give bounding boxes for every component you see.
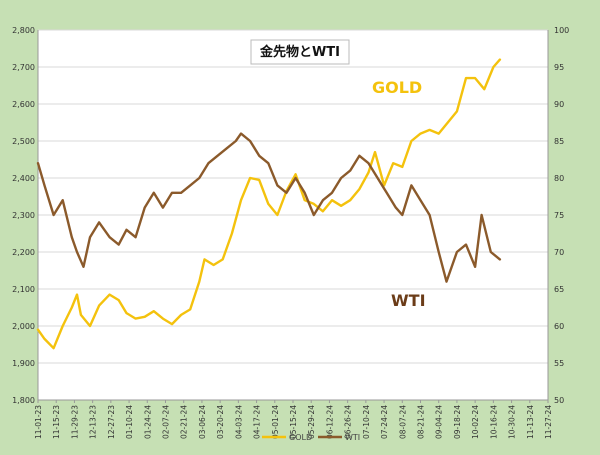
wti-series-line: [36, 132, 502, 283]
axes: 1,800 1,900 2,000 2,100 2,200 2,300 2,400 2,500…: [12, 26, 569, 439]
x-tick-label: 11-29-23: [70, 405, 79, 439]
gold-legend-label: GOLD: [289, 433, 312, 442]
gold-series-line: [36, 58, 502, 350]
x-tick-label: 02-07-24: [162, 405, 171, 439]
x-tick-label: 01-24-24: [143, 405, 152, 439]
x-tick-label: 06-26-24: [344, 405, 353, 439]
x-tick-label: 06-12-24: [325, 405, 334, 439]
y-right-tick-label: 95: [554, 63, 564, 72]
x-tick-label: 10-30-24: [508, 405, 517, 439]
chart-title: 金先物とWTI: [259, 44, 340, 60]
chart-text: 金先物とWTI GOLD WTI GOLD WTI: [250, 39, 426, 442]
x-tick-label: 05-15-24: [289, 405, 298, 439]
y-left-tick-label: 2,000: [12, 322, 35, 331]
x-tick-label: 11-13-24: [526, 405, 535, 439]
x-tick-label: 01-10-24: [125, 405, 134, 439]
gold-annotation: GOLD: [372, 78, 422, 97]
x-tick-label: 08-21-24: [417, 405, 426, 439]
x-tick-label: 09-18-24: [453, 405, 462, 439]
x-tick-label: 08-07-24: [398, 405, 407, 439]
y-left-tick-label: 2,200: [12, 248, 35, 257]
x-tick-label: 11-27-24: [544, 405, 553, 439]
chart-title-box: [250, 39, 350, 65]
y-left-tick-label: 2,400: [12, 174, 35, 183]
y-right-tick-label: 60: [554, 322, 564, 331]
x-tick-label: 07-10-24: [362, 405, 371, 439]
wti-legend-label: WTI: [345, 433, 360, 442]
y-right-tick-label: 90: [554, 100, 564, 109]
y-left-tick-label: 2,300: [12, 211, 35, 220]
x-tick-label: 11-01-23: [34, 405, 43, 439]
x-tick-label: 04-03-24: [234, 405, 243, 439]
y-right-tick-label: 80: [554, 174, 564, 183]
x-tick-label: 10-02-24: [471, 405, 480, 439]
wti-annotation: WTI: [391, 291, 426, 310]
x-tick-label: 07-24-24: [380, 405, 389, 439]
x-tick-label: 05-01-24: [271, 405, 280, 439]
y-right-tick-label: 65: [554, 285, 564, 294]
y-right-tick-label: 50: [554, 396, 564, 405]
y-left-tick-label: 2,800: [12, 26, 35, 35]
y-left-tick-label: 2,700: [12, 63, 35, 72]
x-tick-label: 03-20-24: [216, 405, 225, 439]
grid-lines: [38, 29, 548, 401]
x-tick-label: 10-16-24: [489, 405, 498, 439]
y-right-tick-label: 70: [554, 248, 564, 257]
series: [36, 58, 502, 350]
y-right-tick-label: 75: [554, 211, 564, 220]
y-right-tick-label: 55: [554, 359, 564, 368]
x-tick-label: 04-17-24: [253, 405, 262, 439]
y-left-tick-label: 1,900: [12, 359, 35, 368]
x-tick-label: 03-06-24: [198, 405, 207, 439]
y-left-tick-label: 1,800: [12, 396, 35, 405]
x-tick-label: 02-21-24: [180, 405, 189, 439]
y-left-tick-label: 2,500: [12, 137, 35, 146]
y-right-tick-label: 85: [554, 137, 564, 146]
y-right-tick-label: 100: [554, 26, 569, 35]
y-left-tick-label: 2,100: [12, 285, 35, 294]
x-tick-label: 11-15-23: [52, 405, 61, 439]
x-tick-label: 05-29-24: [307, 405, 316, 439]
y-left-tick-label: 2,600: [12, 100, 35, 109]
x-tick-label: 09-04-24: [435, 405, 444, 439]
x-tick-label: 12-13-23: [89, 405, 98, 439]
x-tick-label: 12-27-23: [107, 405, 116, 439]
